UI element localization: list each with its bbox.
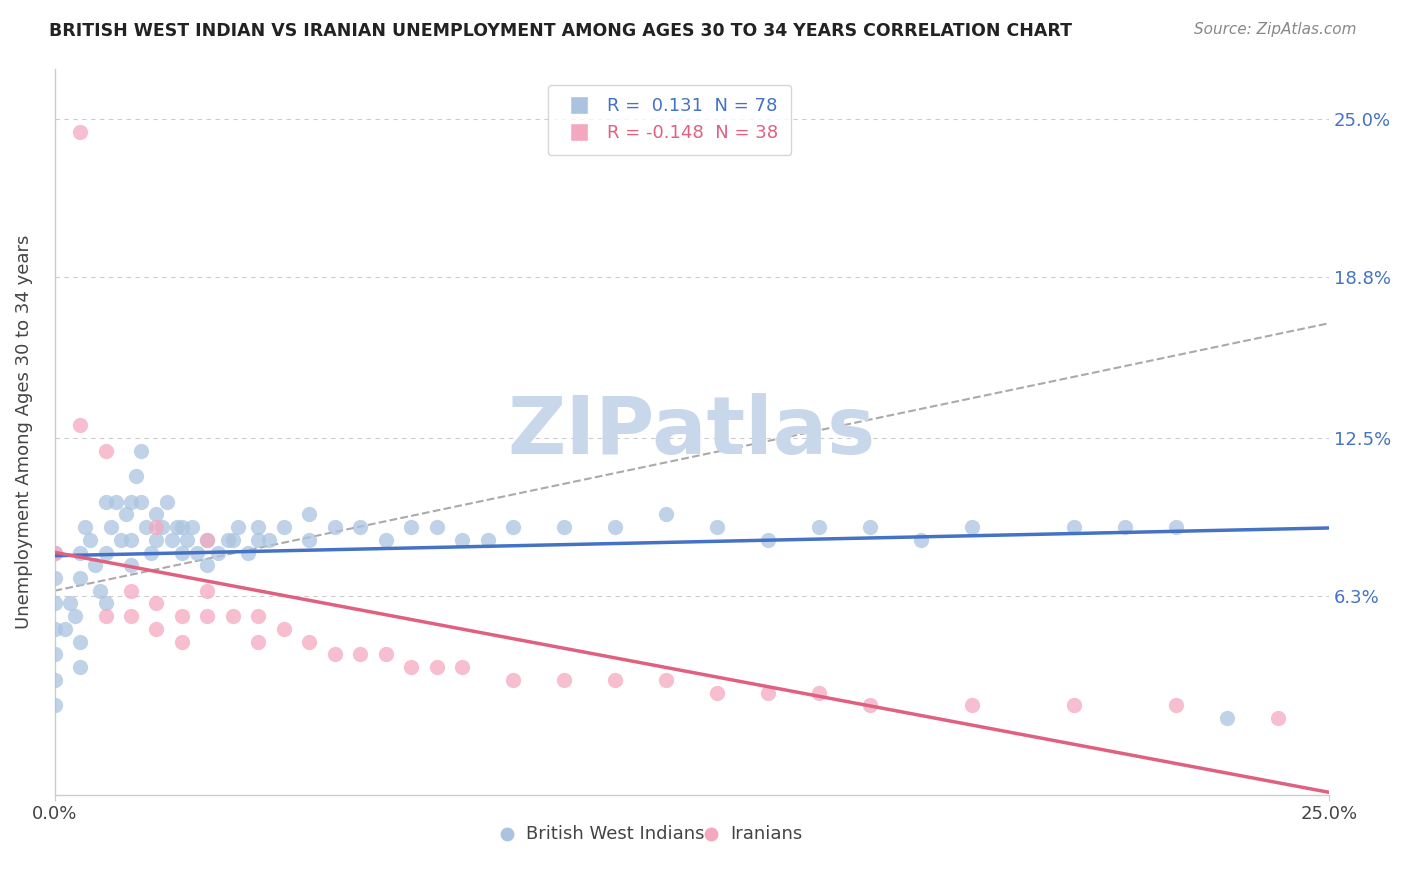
- Text: British West Indians: British West Indians: [526, 825, 704, 844]
- Text: Source: ZipAtlas.com: Source: ZipAtlas.com: [1194, 22, 1357, 37]
- Text: ZIPatlas: ZIPatlas: [508, 392, 876, 471]
- Legend: R =  0.131  N = 78, R = -0.148  N = 38: R = 0.131 N = 78, R = -0.148 N = 38: [548, 85, 792, 155]
- Text: BRITISH WEST INDIAN VS IRANIAN UNEMPLOYMENT AMONG AGES 30 TO 34 YEARS CORRELATIO: BRITISH WEST INDIAN VS IRANIAN UNEMPLOYM…: [49, 22, 1073, 40]
- Text: Iranians: Iranians: [730, 825, 803, 844]
- Y-axis label: Unemployment Among Ages 30 to 34 years: Unemployment Among Ages 30 to 34 years: [15, 235, 32, 629]
